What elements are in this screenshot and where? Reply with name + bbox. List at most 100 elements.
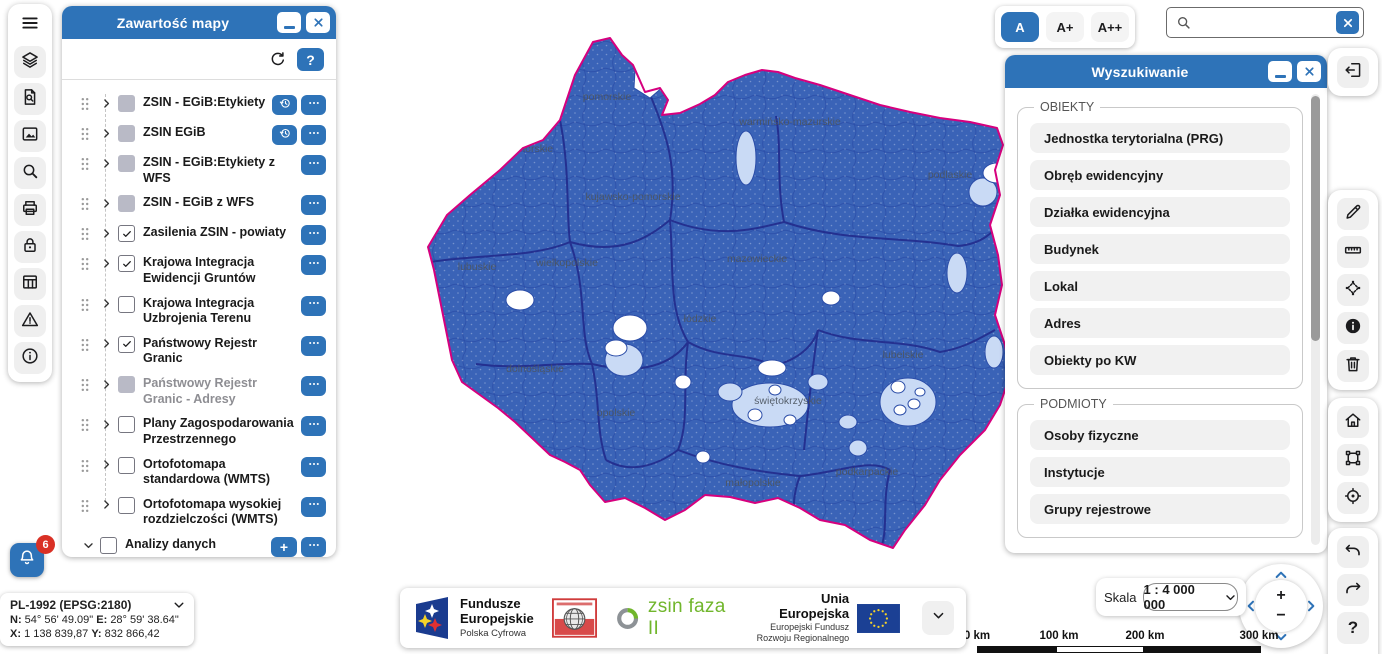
toolbar-button-ruler[interactable] xyxy=(1337,236,1369,268)
layer-history-button[interactable] xyxy=(272,125,297,145)
layer-checkbox[interactable] xyxy=(118,255,135,273)
search-category-button[interactable]: Działka ewidencyjna xyxy=(1030,197,1290,227)
layer-checkbox[interactable] xyxy=(118,456,135,474)
refresh-button[interactable] xyxy=(268,50,287,69)
layer-more-button[interactable] xyxy=(301,416,326,437)
toolbar-button-info-filled[interactable] xyxy=(1337,312,1369,344)
layer-more-button[interactable] xyxy=(301,295,326,316)
layer-checkbox[interactable] xyxy=(118,496,135,514)
minimize-button[interactable] xyxy=(1268,61,1292,82)
help-button[interactable]: ? xyxy=(297,48,324,71)
pan-right-button[interactable] xyxy=(1303,598,1319,614)
chevron-right-icon[interactable] xyxy=(98,376,114,392)
chevron-down-icon[interactable] xyxy=(172,598,186,612)
search-category-button[interactable]: Lokal xyxy=(1030,271,1290,301)
chevron-right-icon[interactable] xyxy=(98,255,114,271)
toolbar-button-hamburger-menu[interactable] xyxy=(14,9,46,41)
toolbar-button-print[interactable] xyxy=(14,194,46,226)
drag-handle-icon[interactable] xyxy=(80,257,92,276)
clear-search-button[interactable] xyxy=(1336,11,1359,34)
chevron-down-icon[interactable] xyxy=(80,537,96,553)
toolbar-button-exit[interactable] xyxy=(1337,56,1369,88)
toolbar-button-data-table[interactable] xyxy=(14,268,46,300)
toolbar-button-warning[interactable] xyxy=(14,305,46,337)
layer-more-button[interactable] xyxy=(301,496,326,517)
drag-handle-icon[interactable] xyxy=(80,97,92,116)
toolbar-button-home[interactable] xyxy=(1337,406,1369,438)
layer-more-button[interactable] xyxy=(301,376,326,396)
search-category-button[interactable]: Instytucje xyxy=(1030,457,1290,487)
toolbar-button-polygon-select[interactable] xyxy=(1337,274,1369,306)
font-size-button-1[interactable]: A+ xyxy=(1046,12,1084,42)
font-size-button-0[interactable]: A xyxy=(1001,12,1039,42)
chevron-right-icon[interactable] xyxy=(98,296,114,312)
scrollbar-track[interactable] xyxy=(1311,94,1320,545)
drag-handle-icon[interactable] xyxy=(80,418,92,437)
toolbar-button-undo[interactable] xyxy=(1337,536,1369,568)
toolbar-button-pencil[interactable] xyxy=(1337,198,1369,230)
layer-checkbox[interactable] xyxy=(118,95,135,112)
drag-handle-icon[interactable] xyxy=(80,499,92,518)
layer-checkbox[interactable] xyxy=(118,416,135,434)
pan-left-button[interactable] xyxy=(1243,598,1259,614)
layer-checkbox[interactable] xyxy=(118,225,135,243)
layer-more-button[interactable] xyxy=(301,255,326,276)
layer-more-button[interactable] xyxy=(301,537,326,557)
layer-checkbox[interactable] xyxy=(118,125,135,142)
search-input[interactable] xyxy=(1192,14,1336,31)
drag-handle-icon[interactable] xyxy=(80,157,92,176)
layer-checkbox[interactable] xyxy=(118,155,135,172)
toolbar-button-layers[interactable] xyxy=(14,46,46,78)
layer-checkbox[interactable] xyxy=(118,295,135,313)
toolbar-button-info[interactable] xyxy=(14,342,46,374)
pan-up-button[interactable] xyxy=(1273,567,1289,583)
zoom-out-button[interactable]: − xyxy=(1276,607,1286,624)
drag-handle-icon[interactable] xyxy=(80,197,92,216)
search-category-button[interactable]: Grupy rejestrowe xyxy=(1030,494,1290,524)
search-category-button[interactable]: Osoby fizyczne xyxy=(1030,420,1290,450)
toolbar-button-trash[interactable] xyxy=(1337,350,1369,382)
toolbar-button-extent[interactable] xyxy=(1337,444,1369,476)
layer-more-button[interactable] xyxy=(301,95,326,115)
drag-handle-icon[interactable] xyxy=(80,459,92,478)
chevron-right-icon[interactable] xyxy=(98,155,114,171)
chevron-right-icon[interactable] xyxy=(98,497,114,513)
logos-collapse-button[interactable] xyxy=(922,601,954,635)
drag-handle-icon[interactable] xyxy=(80,227,92,246)
chevron-right-icon[interactable] xyxy=(98,95,114,111)
layer-more-button[interactable] xyxy=(301,155,326,175)
layer-checkbox[interactable] xyxy=(100,537,117,554)
chevron-right-icon[interactable] xyxy=(98,416,114,432)
layer-more-button[interactable] xyxy=(301,125,326,145)
chevron-right-icon[interactable] xyxy=(98,457,114,473)
pan-down-button[interactable] xyxy=(1273,629,1289,645)
close-button[interactable] xyxy=(306,12,330,33)
font-size-button-2[interactable]: A++ xyxy=(1091,12,1129,42)
layer-more-button[interactable] xyxy=(301,195,326,216)
drag-handle-icon[interactable] xyxy=(80,127,92,146)
minimize-button[interactable] xyxy=(277,12,301,33)
scale-select[interactable]: 1 : 4 000 000 xyxy=(1142,582,1238,612)
layer-add-button[interactable]: + xyxy=(271,537,297,557)
layer-checkbox[interactable] xyxy=(118,195,135,213)
layer-checkbox[interactable] xyxy=(118,335,135,353)
toolbar-button-lock[interactable] xyxy=(14,231,46,263)
search-category-button[interactable]: Obręb ewidencyjny xyxy=(1030,160,1290,190)
map-of-poland[interactable]: zachodniopomorskie pomorskie warmińsko-maz… xyxy=(420,30,1020,565)
chevron-right-icon[interactable] xyxy=(98,336,114,352)
chevron-right-icon[interactable] xyxy=(98,125,114,141)
layer-checkbox[interactable] xyxy=(118,376,135,393)
chevron-right-icon[interactable] xyxy=(98,195,114,211)
scrollbar-thumb[interactable] xyxy=(1311,96,1320,341)
search-category-button[interactable]: Obiekty po KW xyxy=(1030,345,1290,375)
zoom-in-button[interactable]: + xyxy=(1276,587,1286,604)
help-button[interactable]: ? xyxy=(1337,612,1369,644)
close-button[interactable] xyxy=(1297,61,1321,82)
toolbar-button-image[interactable] xyxy=(14,120,46,152)
toolbar-button-document-search[interactable] xyxy=(14,83,46,115)
layer-more-button[interactable] xyxy=(301,335,326,356)
layer-more-button[interactable] xyxy=(301,456,326,477)
layer-more-button[interactable] xyxy=(301,225,326,246)
layer-history-button[interactable] xyxy=(272,95,297,115)
search-category-button[interactable]: Adres xyxy=(1030,308,1290,338)
